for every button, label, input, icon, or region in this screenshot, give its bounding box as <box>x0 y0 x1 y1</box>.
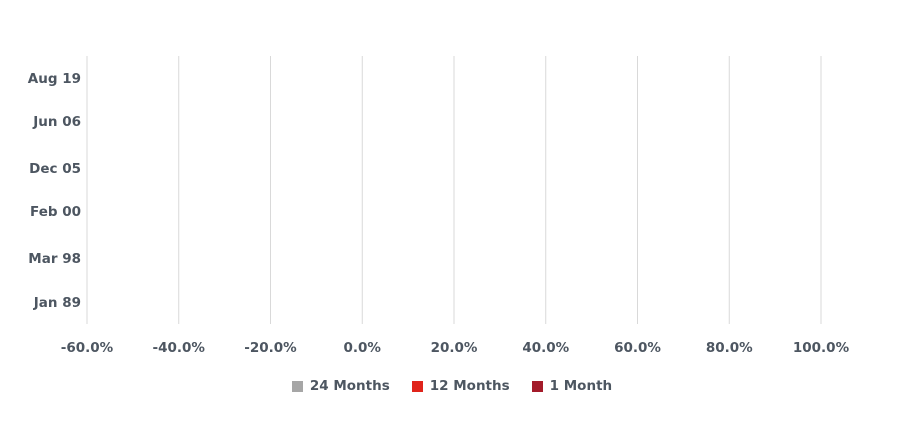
legend-swatch-24-months <box>291 380 303 392</box>
category-label: Aug 19 <box>28 71 81 87</box>
category-label: Jun 06 <box>32 114 81 130</box>
category-label: Feb 00 <box>30 204 81 220</box>
x-tick-label: -60.0% <box>61 340 114 356</box>
value-axis: -60.0% -40.0% -20.0% 0.0% 20.0% 40.0% 60.0% 80.… <box>61 340 850 356</box>
x-tick-label: 100.0% <box>793 340 850 356</box>
category-label: Mar 98 <box>28 251 81 267</box>
legend-item-1-month[interactable]: 1 Month <box>531 378 613 394</box>
x-tick-label: 40.0% <box>522 340 569 356</box>
category-label: Dec 05 <box>29 161 81 177</box>
category-axis: Aug 19 Jun 06 Dec 05 Feb 00 Mar 98 Jan 89 <box>28 71 81 311</box>
legend-label-24-months: 24 Months <box>309 378 390 394</box>
legend-swatch-1-month <box>531 380 543 392</box>
x-tick-label: -20.0% <box>244 340 297 356</box>
legend-item-12-months[interactable]: 12 Months <box>411 378 510 394</box>
x-tick-label: 60.0% <box>614 340 661 356</box>
legend-label-1-month: 1 Month <box>549 378 613 394</box>
legend-item-24-months[interactable]: 24 Months <box>291 378 390 394</box>
x-tick-label: 20.0% <box>431 340 478 356</box>
x-tick-label: 0.0% <box>344 340 382 356</box>
x-tick-label: -40.0% <box>153 340 206 356</box>
grid-layer <box>86 56 822 324</box>
legend-label-12-months: 12 Months <box>429 378 510 394</box>
x-tick-label: 80.0% <box>706 340 753 356</box>
legend-swatch-12-months <box>411 380 423 392</box>
legend: 24 Months 12 Months 1 Month <box>0 378 904 394</box>
category-label: Jan 89 <box>33 295 81 311</box>
